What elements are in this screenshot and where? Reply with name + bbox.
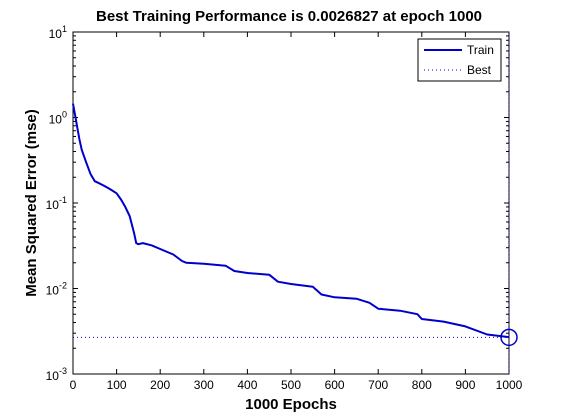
- legend-train-label: Train: [467, 43, 494, 57]
- best-guide-lines: [73, 32, 510, 374]
- y-tick-label: 10-2: [46, 281, 67, 298]
- x-tick-label: 500: [281, 378, 301, 392]
- x-axis-label: 1000 Epochs: [245, 396, 337, 413]
- x-tick-label: 200: [150, 378, 170, 392]
- series-lines: [72, 103, 510, 339]
- train-series-line: [72, 103, 510, 339]
- chart-title: Best Training Performance is 0.0026827 a…: [96, 8, 482, 25]
- y-tick-label: 10-3: [46, 366, 67, 383]
- best-marker-group: [500, 328, 518, 347]
- x-tick-labels: 0 100 200 300 400 500 600 700 800 900 1000: [70, 378, 523, 392]
- x-tick-label: 400: [237, 378, 257, 392]
- y-tick-label: 10-1: [46, 195, 67, 212]
- x-tick-label: 0: [70, 378, 77, 392]
- axes-box: [72, 31, 510, 375]
- x-tick-label: 800: [412, 378, 432, 392]
- x-tick-label: 900: [455, 378, 475, 392]
- y-axis-label: Mean Squared Error (mse): [23, 109, 40, 297]
- y-tick-labels: 101 100 10-1 10-2 10-3: [46, 24, 67, 383]
- legend-box: [417, 38, 502, 82]
- x-tick-label: 700: [368, 378, 388, 392]
- x-tick-label: 600: [325, 378, 345, 392]
- plot-area: 0 100 200 300 400 500 600 700 800 900 1000 1011001…: [46, 24, 523, 392]
- best-point-marker: [500, 328, 518, 347]
- legend: Train Best: [417, 38, 502, 82]
- y-tick-label: 100: [49, 110, 67, 127]
- x-tick-label: 300: [194, 378, 214, 392]
- x-tick-label: 100: [107, 378, 127, 392]
- y-tick-label: 101: [49, 24, 67, 41]
- x-tick-label: 1000: [496, 378, 523, 392]
- legend-best-label: Best: [467, 63, 492, 77]
